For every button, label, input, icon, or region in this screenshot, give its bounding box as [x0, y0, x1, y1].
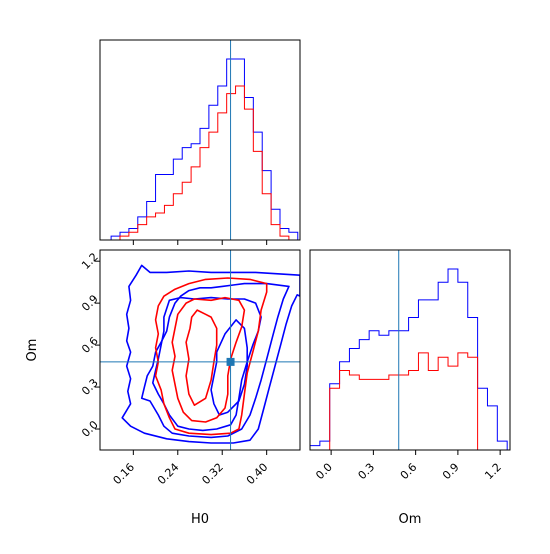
contour-series-0-level-1: [140, 282, 290, 439]
h0-tick-label-3: 0.40: [244, 461, 271, 488]
h0-tick-label-2: 0.32: [199, 461, 226, 488]
h0-axis-label: H0: [191, 512, 209, 527]
om-tick-label-4: 1.2: [79, 250, 101, 272]
joint-truth-marker: [226, 357, 235, 366]
h0-hist-series-1: [111, 85, 298, 240]
joint-frame: [99, 249, 301, 451]
h0-hist-series-0: [110, 58, 299, 240]
om-marginal-axis-label: Om: [399, 512, 422, 527]
om-right-tick-label-0: 0.0: [313, 461, 335, 483]
contour-series-1-level-0: [154, 277, 268, 436]
contour-series-1-level-1: [171, 296, 246, 423]
h0-tick-label-0: 0.16: [111, 461, 138, 488]
h0-marginal-frame: [99, 39, 301, 241]
om-tick-label-3: 0.9: [79, 292, 101, 314]
om-marginal-frame: [309, 249, 511, 451]
om-hist-series-1: [310, 352, 508, 450]
joint-contour-plot: [100, 250, 300, 450]
om-tick-label-1: 0.3: [79, 376, 101, 398]
om-right-tick-label-2: 0.6: [398, 461, 420, 483]
om-right-tick-label-4: 1.2: [482, 461, 504, 483]
om-tick-label-0: 0.0: [79, 418, 101, 440]
h0-marginal-plot: [110, 40, 299, 240]
om-axis-label: Om: [25, 339, 40, 362]
om-tick-label-2: 0.6: [79, 334, 101, 356]
om-marginal-plot: [310, 250, 508, 450]
contour-series-0-level-3: [210, 319, 248, 416]
contour-series-0-level-0: [121, 264, 300, 444]
panels: 0.16 0.24 0.32 0.40 0.0 0.3 0.6 0.9 1.2 H0 Om 0.0 0.…: [25, 39, 511, 527]
contour-series-1-level-2: [185, 309, 218, 406]
om-right-tick-label-3: 0.9: [440, 461, 462, 483]
h0-tick-label-1: 0.24: [155, 461, 182, 488]
om-right-tick-label-1: 0.3: [356, 461, 378, 483]
